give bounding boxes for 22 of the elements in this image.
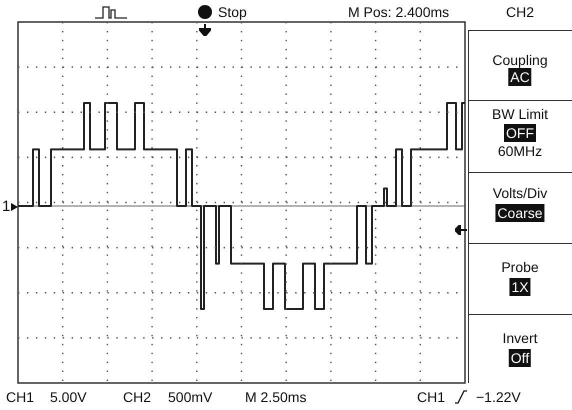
text: 5.00V [50, 388, 87, 406]
text: Invert [502, 329, 538, 347]
text: 60MHz [498, 142, 542, 160]
text: Volts/Div [492, 184, 548, 202]
text: M Pos: 2.400ms [348, 3, 450, 21]
text: 1 [2, 198, 10, 216]
text: 1X [509, 278, 531, 296]
text: M 2.50ms [245, 388, 306, 406]
text: CH2 [123, 388, 152, 406]
text: 500mV [168, 388, 212, 406]
text: OFF [504, 124, 536, 142]
text: Coupling [492, 51, 548, 69]
text: BW Limit [492, 105, 548, 123]
text: CH1 [6, 388, 34, 406]
text: Probe [501, 258, 539, 276]
text: AC [508, 68, 532, 86]
text: CH1 [417, 388, 446, 406]
text: CH2 [506, 3, 534, 21]
text: −1.22V [476, 388, 521, 406]
text: Stop [218, 3, 247, 21]
text: Coarse [495, 204, 545, 222]
text: Off [508, 349, 532, 367]
